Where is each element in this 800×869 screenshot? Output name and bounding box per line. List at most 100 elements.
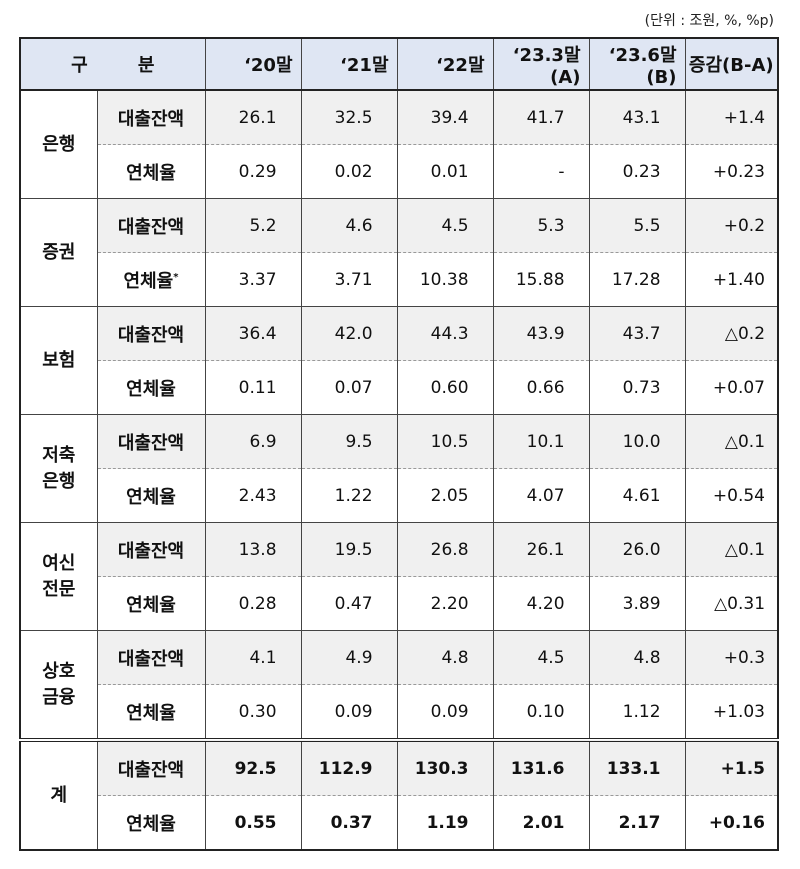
table-row: 은행 대출잔액 26.1 32.5 39.4 41.7 43.1 +1.4 xyxy=(19,90,779,199)
value-cell: 4.5 xyxy=(396,198,494,253)
value-cell: 6.9 xyxy=(204,414,302,469)
table-row: 여신 전문 대출잔액 13.8 19.5 26.8 26.1 26.0 △0.1 xyxy=(19,522,779,631)
item-cell: 대출잔액 xyxy=(96,306,206,361)
value-cell: 5.3 xyxy=(492,198,590,253)
value-cell: 26.0 xyxy=(588,522,686,577)
value-cell: 41.7 xyxy=(492,90,590,145)
item-cell: 연체율 xyxy=(96,576,206,631)
value-cell: 4.61 xyxy=(588,468,686,523)
value-cell: 1.22 xyxy=(300,468,398,523)
item-cell: 대출잔액 xyxy=(96,738,206,796)
value-cell: 0.09 xyxy=(300,684,398,741)
unit-note: (단위 : 조원, %, %p) xyxy=(644,13,774,29)
value-cell: 4.5 xyxy=(492,630,590,685)
value-cell: 32.5 xyxy=(300,90,398,145)
table-row: 보험 대출잔액 36.4 42.0 44.3 43.9 43.7 △0.2 xyxy=(19,306,779,415)
value-cell: 10.1 xyxy=(492,414,590,469)
header-category: 구 분 xyxy=(19,38,206,91)
value-cell: +1.40 xyxy=(684,252,779,307)
value-cell: 42.0 xyxy=(300,306,398,361)
table-row: 증권 대출잔액 5.2 4.6 4.5 5.3 5.5 +0.2 xyxy=(19,198,779,307)
value-cell: 4.07 xyxy=(492,468,590,523)
header-2023-03: ‘23.3말(A) xyxy=(492,38,590,91)
value-cell: 0.55 xyxy=(204,795,302,851)
value-cell: 0.47 xyxy=(300,576,398,631)
value-cell: 0.10 xyxy=(492,684,590,741)
value-cell: +0.16 xyxy=(684,795,779,851)
value-cell: 43.1 xyxy=(588,90,686,145)
table-row: 연체율 0.28 0.47 2.20 4.20 3.89 △0.31 xyxy=(20,576,779,631)
table-row: 연체율 2.43 1.22 2.05 4.07 4.61 +0.54 xyxy=(20,468,779,523)
value-cell: 0.73 xyxy=(588,360,686,415)
value-cell: +0.07 xyxy=(684,360,779,415)
category-cell: 은행 xyxy=(19,90,97,199)
table-row: 연체율 0.29 0.02 0.01-0.23 +0.23 xyxy=(20,144,779,199)
table-row: 연체율 0.11 0.07 0.60 0.66 0.73 +0.07 xyxy=(20,360,779,415)
item-cell: 연체율 xyxy=(96,144,206,199)
value-cell: △0.31 xyxy=(684,576,779,631)
item-cell: 연체율 xyxy=(96,360,206,415)
value-cell: 2.05 xyxy=(396,468,494,523)
value-cell: 43.7 xyxy=(588,306,686,361)
value-cell: 0.09 xyxy=(396,684,494,741)
table-row: 상호 금융 대출잔액 4.1 4.9 4.8 4.5 4.8 +0.3 xyxy=(19,630,779,741)
value-cell: 36.4 xyxy=(204,306,302,361)
value-cell: 4.9 xyxy=(300,630,398,685)
table-row: 연체율* 3.37 3.71 10.38 15.88 17.28 +1.40 xyxy=(20,252,779,307)
value-cell: 2.20 xyxy=(396,576,494,631)
value-cell: 9.5 xyxy=(300,414,398,469)
value-cell: 92.5 xyxy=(204,738,302,796)
table-row: 저축 은행 대출잔액 6.9 9.5 10.5 10.1 10.0 △0.1 xyxy=(19,414,779,523)
table-body: 은행 대출잔액 26.1 32.5 39.4 41.7 43.1 +1.4 연체율 0.29 0.0… xyxy=(19,90,779,851)
header-2022: ‘22말 xyxy=(396,38,494,91)
table-row: 연체율 0.55 0.37 1.19 2.01 2.17 +0.16 xyxy=(20,795,779,851)
value-cell: +0.23 xyxy=(684,144,779,199)
value-cell: 13.8 xyxy=(204,522,302,577)
header-2021: ‘21말 xyxy=(300,38,398,91)
table-row: 계 대출잔액 92.5 112.9 130.3 131.6 133.1 +1.5 xyxy=(19,738,779,851)
value-cell: 0.02 xyxy=(300,144,398,199)
value-cell: 10.5 xyxy=(396,414,494,469)
value-cell: 5.5 xyxy=(588,198,686,253)
item-cell: 연체율 xyxy=(96,795,206,851)
category-cell: 상호 금융 xyxy=(19,630,97,741)
value-cell: 131.6 xyxy=(492,738,590,796)
value-cell: +0.2 xyxy=(684,198,779,253)
value-cell: 3.89 xyxy=(588,576,686,631)
value-cell: △0.1 xyxy=(684,522,779,577)
value-cell: 0.07 xyxy=(300,360,398,415)
value-cell: 1.12 xyxy=(588,684,686,741)
value-cell: 26.8 xyxy=(396,522,494,577)
value-cell: 4.6 xyxy=(300,198,398,253)
value-cell: 17.28 xyxy=(588,252,686,307)
value-cell: 15.88 xyxy=(492,252,590,307)
value-cell: △0.2 xyxy=(684,306,779,361)
value-cell: 10.0 xyxy=(588,414,686,469)
value-cell: 133.1 xyxy=(588,738,686,796)
value-cell: 0.37 xyxy=(300,795,398,851)
value-cell: +1.5 xyxy=(684,738,779,796)
value-cell: 3.37 xyxy=(204,252,302,307)
item-cell: 대출잔액 xyxy=(96,198,206,253)
header-2020: ‘20말 xyxy=(204,38,302,91)
value-cell: 0.11 xyxy=(204,360,302,415)
category-cell: 여신 전문 xyxy=(19,522,97,631)
value-cell: 1.19 xyxy=(396,795,494,851)
value-cell: 0.01 xyxy=(396,144,494,199)
value-cell: 2.01 xyxy=(492,795,590,851)
value-cell: 10.38 xyxy=(396,252,494,307)
item-cell: 대출잔액 xyxy=(96,522,206,577)
value-cell: 0.28 xyxy=(204,576,302,631)
value-cell: 0.30 xyxy=(204,684,302,741)
value-cell: +0.3 xyxy=(684,630,779,685)
item-cell: 연체율* xyxy=(96,252,206,307)
value-cell: 0.60 xyxy=(396,360,494,415)
value-cell: 3.71 xyxy=(300,252,398,307)
value-cell: 4.8 xyxy=(396,630,494,685)
item-cell: 대출잔액 xyxy=(96,414,206,469)
value-cell: 19.5 xyxy=(300,522,398,577)
value-cell: +1.03 xyxy=(684,684,779,741)
category-cell: 증권 xyxy=(19,198,97,307)
item-cell: 대출잔액 xyxy=(96,630,206,685)
header-row: 구 분 ‘20말 ‘21말 ‘22말 ‘23.3말(A) ‘23.6말(B) 증… xyxy=(19,38,779,91)
